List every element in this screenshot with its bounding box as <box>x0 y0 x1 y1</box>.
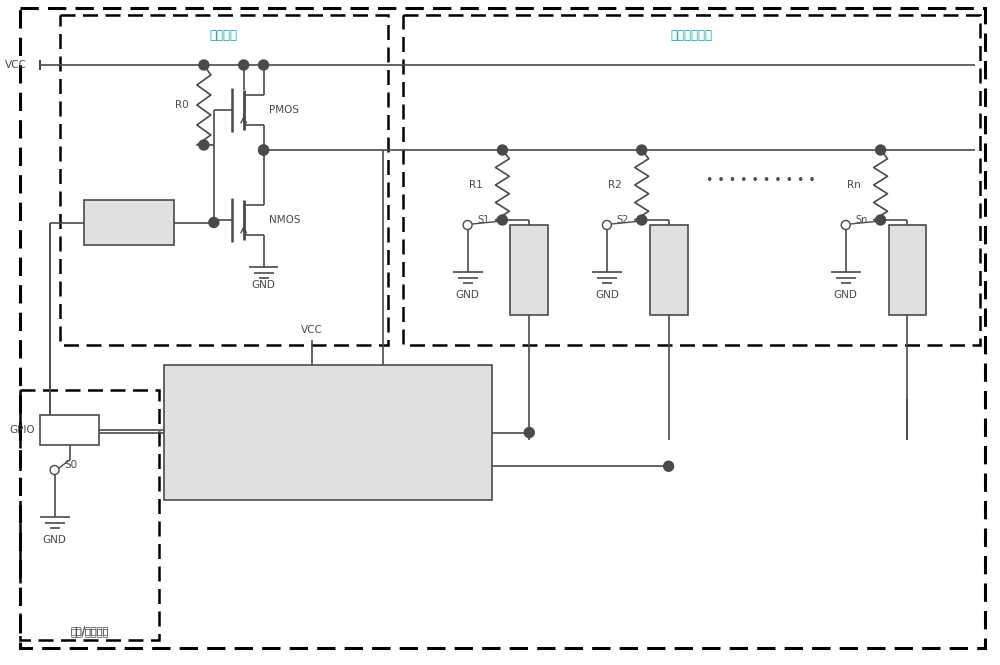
Circle shape <box>876 145 886 155</box>
Text: GND: GND <box>43 535 67 545</box>
Text: R1: R1 <box>469 180 483 190</box>
Text: NMOS: NMOS <box>269 215 300 225</box>
Text: GPIOn: GPIOn <box>902 255 912 285</box>
Text: MCU: MCU <box>308 424 349 442</box>
Text: VCC: VCC <box>5 60 27 70</box>
Text: R0: R0 <box>175 100 189 110</box>
Text: • • • • • • • • • •: • • • • • • • • • • <box>706 174 816 186</box>
Circle shape <box>664 462 674 471</box>
Circle shape <box>259 60 269 70</box>
Text: 休眠/唤醒电路: 休眠/唤醒电路 <box>70 625 109 635</box>
Circle shape <box>876 215 886 225</box>
Text: S0: S0 <box>65 460 78 470</box>
Text: PMOS: PMOS <box>269 105 299 115</box>
Circle shape <box>524 428 534 438</box>
Text: GPIO2: GPIO2 <box>664 255 674 285</box>
Bar <box>164 365 492 500</box>
Circle shape <box>637 215 647 225</box>
Bar <box>84 200 174 245</box>
Text: GND: GND <box>595 290 619 300</box>
Bar <box>650 225 688 315</box>
Text: GPIO: GPIO <box>57 425 82 435</box>
Circle shape <box>259 145 269 155</box>
Text: S1: S1 <box>478 215 490 225</box>
Text: VCC: VCC <box>301 325 323 335</box>
Circle shape <box>239 60 249 70</box>
Text: GPIO1: GPIO1 <box>524 255 534 285</box>
Text: 休眠/唤醒电路: 休眠/唤醒电路 <box>70 627 109 637</box>
Bar <box>40 415 99 445</box>
Circle shape <box>497 215 507 225</box>
Text: GND: GND <box>834 290 858 300</box>
Text: R2: R2 <box>608 180 622 190</box>
Text: GPIO: GPIO <box>9 425 35 435</box>
Circle shape <box>497 145 507 155</box>
Bar <box>510 225 548 315</box>
Circle shape <box>199 140 209 150</box>
Text: Rn: Rn <box>847 180 861 190</box>
Circle shape <box>199 60 209 70</box>
Text: GPIO0: GPIO0 <box>113 217 145 227</box>
Text: GND: GND <box>456 290 480 300</box>
Text: S2: S2 <box>617 215 629 225</box>
Text: 多个功能电路: 多个功能电路 <box>670 29 712 41</box>
Circle shape <box>259 145 269 155</box>
Bar <box>889 225 926 315</box>
Text: 电子开关: 电子开关 <box>210 29 238 41</box>
Text: GND: GND <box>252 280 276 290</box>
Circle shape <box>209 217 219 227</box>
Circle shape <box>637 145 647 155</box>
Text: Sn: Sn <box>856 215 868 225</box>
